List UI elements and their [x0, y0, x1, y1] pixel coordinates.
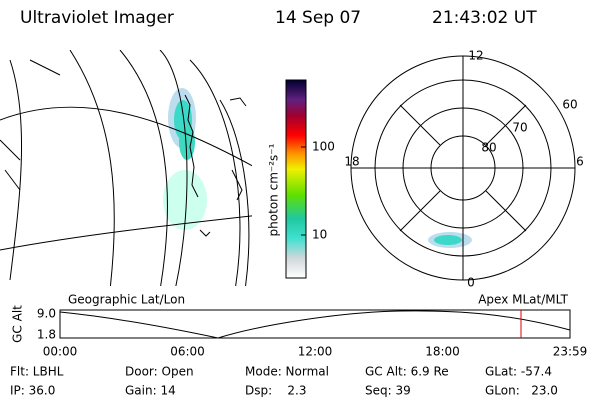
status-field: Door: Open	[125, 365, 194, 379]
axis	[485, 104, 527, 146]
mlt-label: 0	[467, 276, 475, 290]
axis	[399, 104, 441, 146]
colorbar-tick-label: 100	[312, 140, 335, 154]
coastline	[184, 94, 247, 237]
colorbar	[285, 79, 307, 279]
status-field: IP: 36.0	[10, 384, 55, 398]
grid	[0, 59, 61, 191]
x-tick-label: 23:59	[553, 345, 588, 359]
polar-plot: 12 18 6 0 60 70 80	[344, 49, 583, 290]
grid	[119, 50, 168, 286]
panel-label: Geographic Lat/Lon	[68, 293, 185, 307]
grid	[0, 215, 252, 251]
status-field: GC Alt: 6.9 Re	[365, 365, 449, 379]
grid	[189, 59, 241, 286]
date: 14 Sep 07	[275, 8, 361, 28]
aurora	[434, 235, 462, 245]
time: 21:43:02 UT	[432, 8, 537, 28]
lat-label: 80	[481, 141, 496, 155]
x-tick-label: 12:00	[298, 345, 333, 359]
status-field: Seq: 39	[365, 384, 411, 398]
status-field: Flt: LBHL	[10, 365, 64, 379]
lat-label: 60	[562, 98, 577, 112]
grid	[0, 106, 252, 167]
status-field: Dsp: 2.3	[245, 384, 307, 398]
plot-frame	[59, 309, 571, 339]
altitude-curve	[59, 310, 571, 339]
y-tick-label: 1.8	[37, 328, 56, 342]
y-axis-label: GC Alt	[11, 305, 25, 343]
status-field: Gain: 14	[125, 384, 176, 398]
axis	[485, 190, 527, 232]
grid	[159, 50, 188, 286]
x-tick-label: 00:00	[43, 345, 78, 359]
x-tick-label: 18:00	[425, 345, 460, 359]
colorbar-label: photon cm⁻²s⁻¹	[267, 143, 281, 236]
axis	[399, 190, 441, 232]
grid	[9, 59, 23, 281]
y-tick-label: 9.0	[37, 307, 56, 321]
footer: Flt: LBHL Door: Open Mode: Normal GC Alt: 6…	[10, 365, 558, 398]
mlt-label: 12	[468, 49, 483, 63]
grid	[219, 99, 250, 286]
panel-label: Apex MLat/MLT	[478, 293, 568, 307]
x-tick-label: 06:00	[170, 345, 205, 359]
x-axis: 00:00 06:00 12:00 18:00 23:59	[43, 345, 588, 359]
lat-label: 70	[512, 121, 527, 135]
status-field: GLat: -57.4	[485, 365, 552, 379]
mlt-label: 18	[344, 155, 359, 169]
grid	[69, 50, 115, 286]
status-field: GLon: 23.0	[485, 384, 558, 398]
colorbar-tick-label: 10	[312, 228, 327, 242]
title: Ultraviolet Imager	[20, 8, 174, 28]
mlt-label: 6	[576, 155, 584, 169]
altitude-plot: GC Alt 9.0 1.8 00:00 06:00 12:00 18:00 23:59	[11, 305, 588, 359]
aurora	[163, 170, 207, 230]
map	[0, 50, 252, 286]
status-field: Mode: Normal	[245, 365, 329, 379]
